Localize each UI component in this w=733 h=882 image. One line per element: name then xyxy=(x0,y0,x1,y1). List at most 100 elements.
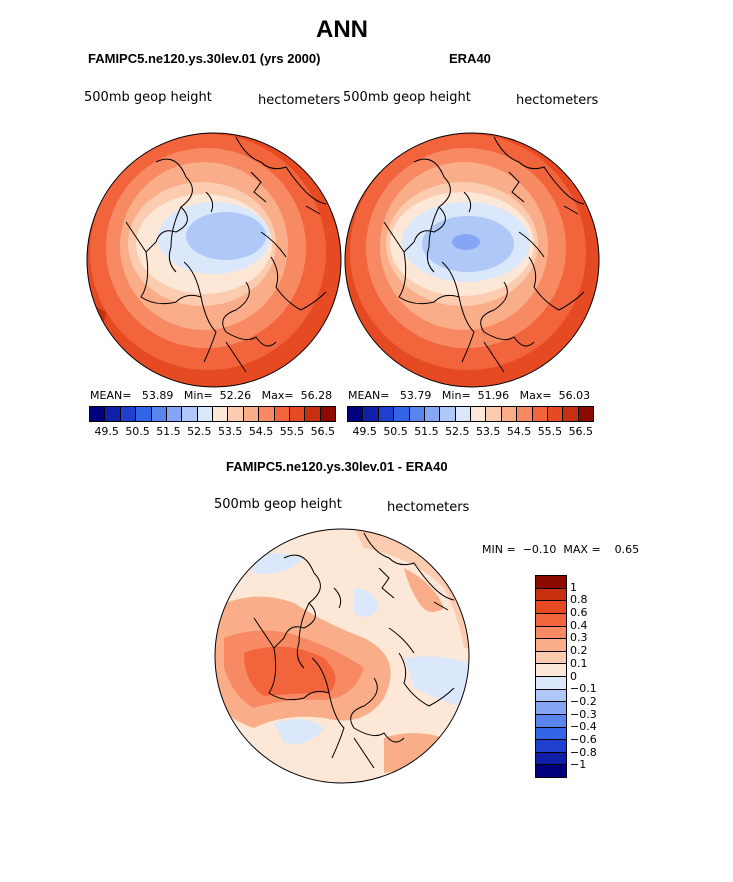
colorbar-tick-label: −0.2 xyxy=(570,694,597,708)
colorbar-tick-label: 49.5 xyxy=(94,425,119,438)
colorbar-tick-label: 0.3 xyxy=(570,631,588,645)
colorbar-tick-label: 0.4 xyxy=(570,618,588,632)
colorbar-swatch xyxy=(486,407,502,421)
colorbar-tick-label: −0.6 xyxy=(570,732,597,746)
colorbar-tick-label: 1 xyxy=(570,580,577,594)
colorbar-swatch xyxy=(536,639,566,652)
colorbar-swatch xyxy=(536,727,566,741)
colorbar-tick-label: −0.3 xyxy=(570,707,597,721)
colorbar-swatch xyxy=(440,407,456,421)
colorbar-swatch xyxy=(378,407,395,421)
diff-units-label: hectometers xyxy=(387,500,470,515)
colorbar-swatch xyxy=(536,702,566,715)
colorbar-tick-label: 52.5 xyxy=(445,425,470,438)
colorbar-swatch xyxy=(363,407,379,421)
colorbar-swatch xyxy=(320,407,335,421)
colorbar-tick-label: 0.2 xyxy=(570,644,588,658)
colorbar-swatch xyxy=(471,407,487,421)
colorbar-swatch xyxy=(536,601,566,614)
colorbar-swatch xyxy=(455,407,471,421)
colorbar-swatch xyxy=(517,407,533,421)
mean-label: MEAN= xyxy=(348,389,390,402)
colorbar-swatch xyxy=(563,407,579,421)
panel-right-field-label: 500mb geop height xyxy=(343,90,471,105)
coastlines-right xyxy=(383,136,585,373)
colorbar-swatch xyxy=(348,407,364,421)
diff-min-value: −0.10 xyxy=(522,543,557,556)
colorbar-tick-label: 53.5 xyxy=(217,425,243,438)
colorbar-tick-label: −0.1 xyxy=(570,682,597,696)
panel-left-case-title: FAMIPC5.ne120.ys.30lev.01 (yrs 2000) xyxy=(88,51,321,66)
colorbar-right xyxy=(347,406,594,422)
colorbar-swatch xyxy=(536,651,566,665)
panel-right-units-label: hectometers xyxy=(516,93,599,108)
colorbar-swatch xyxy=(536,765,566,777)
colorbar-swatch xyxy=(90,407,106,421)
min-value: 51.96 xyxy=(477,389,510,402)
colorbar-swatch xyxy=(536,752,566,766)
colorbar-tick-label: 56.5 xyxy=(568,425,594,438)
colorbar-swatch xyxy=(536,613,566,627)
min-label: Min= xyxy=(183,389,213,402)
mean-value: 53.89 xyxy=(141,389,174,402)
polar-map-difference xyxy=(214,528,470,784)
colorbar-swatch xyxy=(151,407,167,421)
diff-max-label: MAX = xyxy=(563,543,601,556)
colorbar-tick-label: −1 xyxy=(570,758,587,772)
colorbar-swatch xyxy=(536,664,566,677)
colorbar-left xyxy=(89,406,336,422)
colorbar-swatch xyxy=(409,407,425,421)
panel-left-stats: MEAN= 53.89 Min= 52.26 Max= 56.28 xyxy=(90,389,332,402)
colorbar-swatch xyxy=(136,407,152,421)
colorbar-swatch xyxy=(228,407,244,421)
colorbar-tick-label: 55.5 xyxy=(537,425,563,438)
polar-map-era40 xyxy=(344,132,600,388)
colorbar-tick-label: −0.8 xyxy=(570,745,597,759)
colorbar-swatch xyxy=(501,407,518,421)
colorbar-tick-label: 0.8 xyxy=(570,593,588,607)
colorbar-swatch xyxy=(213,407,229,421)
colorbar-swatch xyxy=(182,407,198,421)
panel-left-field-label: 500mb geop height xyxy=(84,90,212,105)
colorbar-tick-label: 0.1 xyxy=(570,656,588,670)
plot-title: ANN xyxy=(316,16,368,43)
coastlines-diff xyxy=(253,532,455,769)
colorbar-swatch xyxy=(105,407,121,421)
colorbar-tick-label: 0.6 xyxy=(570,606,588,620)
diff-field-label: 500mb geop height xyxy=(214,497,342,512)
colorbar-swatch xyxy=(424,407,441,421)
max-value: 56.28 xyxy=(300,389,333,402)
colorbar-tick-label: −0.4 xyxy=(570,720,597,734)
max-value: 56.03 xyxy=(558,389,591,402)
colorbar-swatch xyxy=(578,407,593,421)
colorbar-swatch xyxy=(536,576,566,589)
colorbar-tick-label: 0 xyxy=(570,669,577,683)
panel-right-case-title: ERA40 xyxy=(449,51,491,66)
colorbar-tick-label: 56.5 xyxy=(310,425,336,438)
min-label: Min= xyxy=(441,389,471,402)
colorbar-swatch xyxy=(536,677,566,690)
colorbar-tick-label: 50.5 xyxy=(125,425,150,438)
colorbar-swatch xyxy=(532,407,548,421)
colorbar-swatch xyxy=(536,626,566,640)
colorbar-swatch xyxy=(274,407,290,421)
colorbar-tick-label: 55.5 xyxy=(279,425,305,438)
colorbar-swatch xyxy=(305,407,321,421)
colorbar-swatch xyxy=(536,714,566,728)
colorbar-swatch xyxy=(259,407,275,421)
min-value: 52.26 xyxy=(219,389,252,402)
colorbar-tick-label: 52.5 xyxy=(187,425,212,438)
colorbar-swatch xyxy=(166,407,183,421)
colorbar-swatch xyxy=(197,407,213,421)
max-label: Max= xyxy=(519,389,552,402)
colorbar-swatch xyxy=(289,407,306,421)
colorbar-swatch xyxy=(536,689,566,703)
diff-max-value: 0.65 xyxy=(614,543,640,556)
colorbar-tick-label: 54.5 xyxy=(506,425,532,438)
colorbar-tick-label: 53.5 xyxy=(475,425,501,438)
mean-label: MEAN= xyxy=(90,389,132,402)
diff-min-label: MIN = xyxy=(482,543,516,556)
coastlines-left xyxy=(125,136,327,373)
colorbar-swatch xyxy=(536,588,566,602)
colorbar-difference xyxy=(535,575,567,778)
